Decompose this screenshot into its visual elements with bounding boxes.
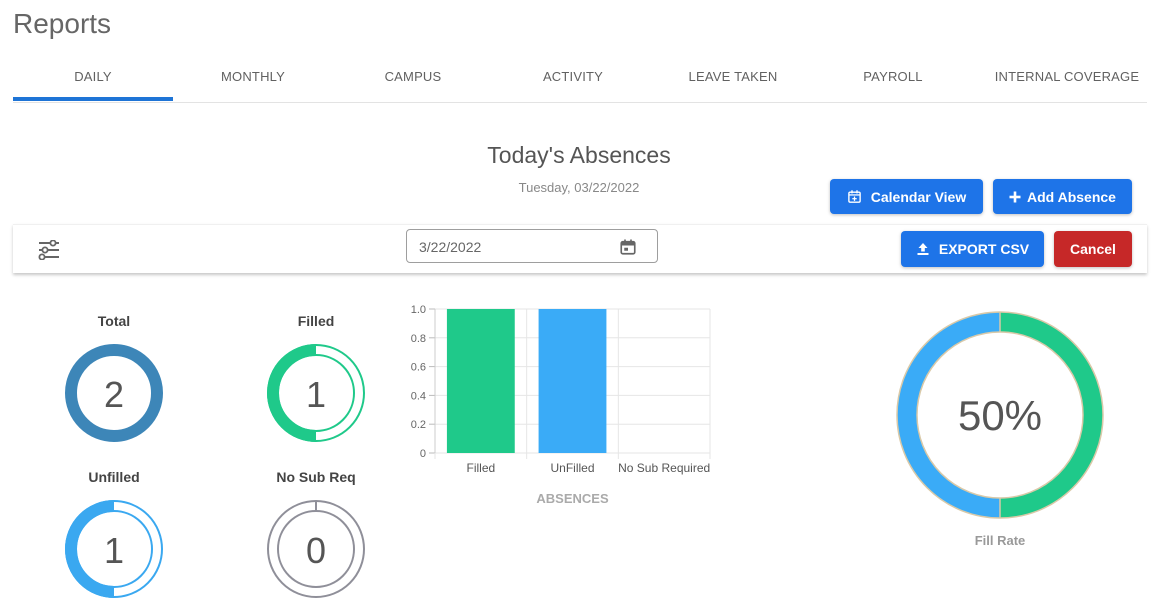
filled-value: 1: [305, 374, 327, 415]
tab-activity[interactable]: ACTIVITY: [542, 69, 604, 84]
unfilled-label: Unfilled: [88, 469, 140, 485]
cancel-button[interactable]: Cancel: [1054, 231, 1132, 267]
tab-campus[interactable]: CAMPUS: [384, 69, 442, 84]
section-title: Today's Absences: [487, 142, 671, 168]
x-tick-label: UnFilled: [550, 461, 594, 475]
add-absence-button[interactable]: Add Absence: [993, 179, 1132, 214]
calendar-icon[interactable]: [619, 238, 637, 256]
ring-fill-arc: [65, 500, 115, 598]
upload-icon: [917, 243, 929, 255]
y-tick-label: 0.4: [411, 390, 426, 402]
total-ring: [65, 344, 163, 442]
fill-rate-donut-chart: [896, 311, 1104, 519]
unfilled-value: 1: [103, 530, 125, 571]
absences-bar-chart: 0 0.2 0.4 0.6 0.8 1.0 Filled UnFilled No Sub Req…: [411, 304, 711, 506]
y-tick-label: 0.6: [411, 362, 426, 374]
calendar-view-button[interactable]: Calendar View: [830, 179, 983, 214]
ring-full-arc: [65, 344, 163, 442]
tab-leave-taken[interactable]: LEAVE TAKEN: [688, 69, 778, 84]
export-csv-button[interactable]: EXPORT CSV: [901, 231, 1044, 267]
add-absence-label: Add Absence: [1027, 188, 1116, 205]
no-sub-ring: [267, 500, 365, 598]
tab-internal-coverage[interactable]: INTERNAL COVERAGE: [994, 69, 1140, 84]
tab-payroll[interactable]: PAYROLL: [863, 69, 923, 84]
plus-icon: [1009, 191, 1021, 202]
date-input[interactable]: [417, 238, 611, 256]
donut-slice-unfilled: [897, 312, 1001, 518]
report-tabs: DAILY MONTHLY CAMPUS ACTIVITY LEAVE TAKE…: [13, 58, 1147, 103]
tab-monthly[interactable]: MONTHLY: [221, 69, 285, 84]
date-picker-field[interactable]: [406, 229, 658, 263]
donut-slice-filled: [999, 312, 1103, 518]
y-tick-label: 0.8: [411, 333, 426, 345]
ring-fill-arc: [267, 344, 317, 442]
page-title: Reports: [13, 8, 112, 39]
bar-filled: [446, 309, 515, 453]
x-axis-label: ABSENCES: [536, 491, 609, 506]
no-sub-label: No Sub Req: [276, 469, 356, 485]
filter-toolbar: EXPORT CSV Cancel: [13, 224, 1147, 273]
no-sub-value: 0: [305, 530, 327, 571]
section-date: Tuesday, 03/22/2022: [518, 180, 640, 195]
tab-daily[interactable]: DAILY: [74, 69, 112, 84]
calendar-view-label: Calendar View: [870, 188, 967, 205]
calendar-plus-icon: [847, 190, 861, 203]
total-value: 2: [103, 374, 125, 415]
x-tick-label: No Sub Required: [618, 461, 710, 475]
fill-rate-value: 50%: [957, 392, 1043, 439]
y-tick-label: 0: [420, 448, 426, 460]
x-tick-label: Filled: [466, 461, 495, 475]
bar-unfilled: [538, 309, 607, 453]
total-label: Total: [97, 313, 131, 329]
active-tab-indicator: [13, 97, 173, 101]
export-csv-label: EXPORT CSV: [938, 241, 1030, 257]
unfilled-ring: [65, 500, 163, 598]
filled-ring: [267, 344, 365, 442]
fill-rate-label: Fill Rate: [974, 533, 1026, 548]
y-tick-label: 1.0: [411, 304, 426, 316]
filter-sliders-icon[interactable]: [38, 240, 60, 260]
filled-label: Filled: [297, 313, 335, 329]
y-tick-label: 0.2: [411, 419, 426, 431]
